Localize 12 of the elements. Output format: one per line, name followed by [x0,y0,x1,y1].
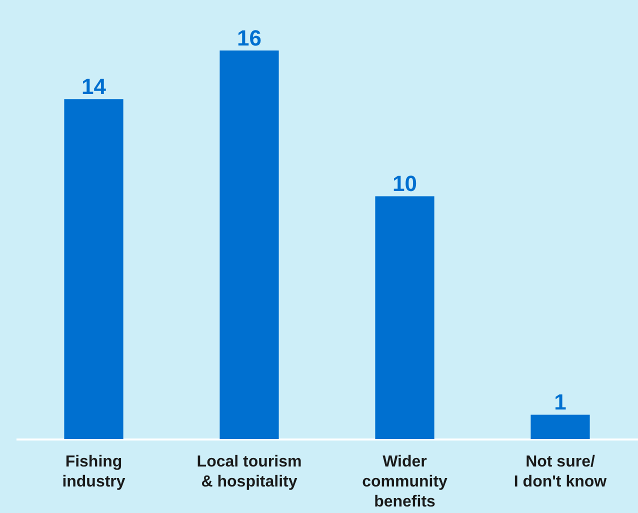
x-tick-label: Local tourism & hospitality [196,454,302,490]
x-tick-label: Not sure/ I don't know [514,454,608,490]
bar [375,196,434,439]
data-label: 16 [237,26,262,51]
bar [64,99,124,439]
x-tick-label: Fishing industry [62,454,126,490]
x-tick-label: Wider community benefits [362,454,448,510]
data-label: 10 [392,171,417,196]
bar [220,50,279,439]
data-label: 1 [554,390,566,415]
bar [530,414,590,439]
data-label: 14 [82,74,107,100]
